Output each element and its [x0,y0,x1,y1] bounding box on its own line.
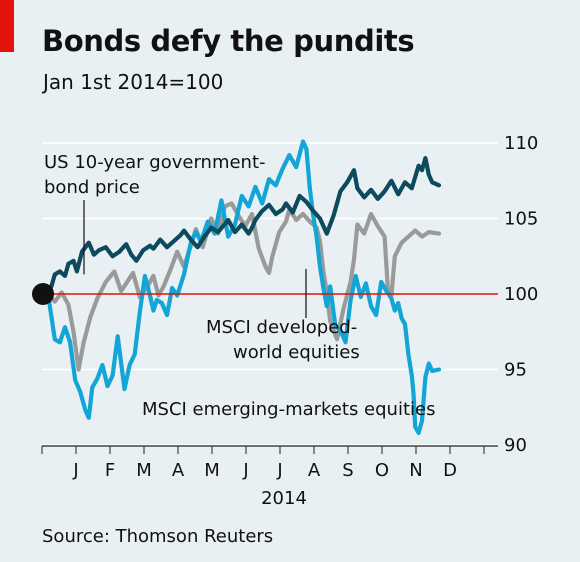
annotation-bond-line1: US 10-year government- [44,152,266,173]
start-marker [32,283,54,305]
x-tick-label-8: S [342,460,353,481]
chart-subtitle: Jan 1st 2014=100 [43,70,224,94]
bond-price-line [45,156,442,297]
x-tick-label-2: M [136,460,152,481]
x-tick-label-11: D [443,460,457,481]
chart-title: Bonds defy the pundits [42,24,415,58]
annotation-developed-line1: MSCI developed- [206,317,357,338]
annotation-developed-line2: world equities [233,342,360,363]
y-tick-label-95: 95 [504,360,527,381]
source-note: Source: Thomson Reuters [42,526,274,547]
brand-red-tab [0,0,14,52]
x-tick-label-4: M [204,460,220,481]
x-axis-year-label: 2014 [261,488,307,509]
y-tick-label-90: 90 [504,435,527,456]
annotation-emerging: MSCI emerging-markets equities [142,399,435,420]
x-tick-label-5: J [242,460,248,481]
x-tick-label-1: F [105,460,115,481]
x-tick-label-10: N [409,460,422,481]
x-tick-label-3: A [172,460,185,481]
emerging-equities-line [45,139,442,435]
y-tick-label-100: 100 [504,284,538,305]
x-tick-label-6: J [276,460,282,481]
developed-equities-line [45,201,442,372]
x-tick-label-7: A [308,460,321,481]
y-tick-label-110: 110 [504,133,538,154]
x-tick-label-0: J [72,460,78,481]
x-tick-label-9: O [375,460,389,481]
y-tick-label-105: 105 [504,209,538,230]
annotation-bond-line2: bond price [44,177,140,198]
